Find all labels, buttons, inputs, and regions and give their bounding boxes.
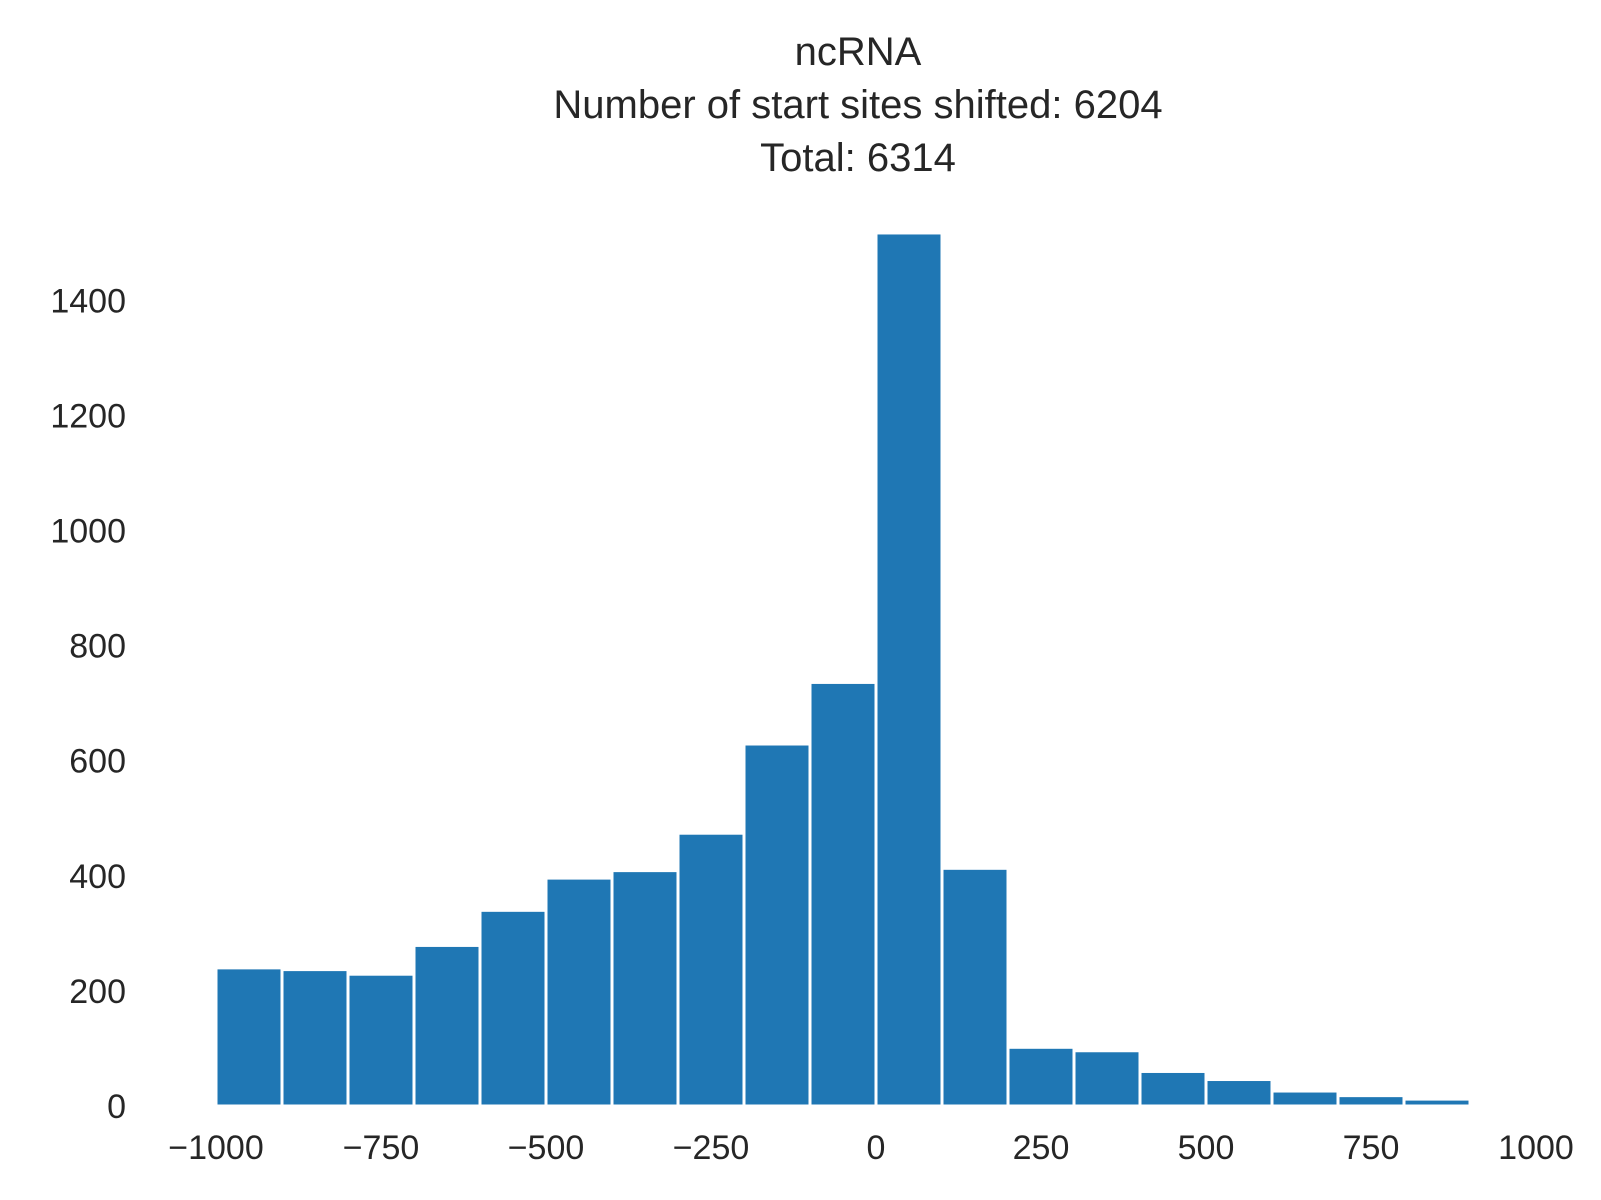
- histogram-bar-5: [544, 876, 614, 1108]
- histogram-bar-10: [874, 231, 944, 1108]
- x-tick-label-0: −1000: [168, 1129, 264, 1167]
- chart-title-line-1: ncRNA: [795, 30, 922, 74]
- y-tick-label-5: 1000: [50, 513, 126, 551]
- histogram-bar-0: [214, 966, 284, 1108]
- histogram-bar-7: [676, 831, 746, 1108]
- x-tick-label-6: 500: [1178, 1129, 1235, 1167]
- histogram-bar-17: [1336, 1094, 1406, 1108]
- x-tick-label-2: −500: [508, 1129, 585, 1167]
- x-axis-tick-labels: −1000 −750 −500 −250 0 250 500 750 1000: [168, 1129, 1574, 1167]
- y-tick-label-0: 0: [107, 1088, 126, 1126]
- y-tick-label-4: 800: [69, 628, 126, 666]
- histogram-bar-13: [1072, 1049, 1142, 1108]
- x-tick-label-5: 250: [1013, 1129, 1070, 1167]
- histogram-bars: [214, 231, 1472, 1108]
- chart-title-line-3: Total: 6314: [760, 136, 956, 180]
- histogram-bar-3: [412, 943, 482, 1108]
- histogram-bar-9: [808, 680, 878, 1108]
- x-tick-label-1: −750: [343, 1129, 420, 1167]
- chart-title: ncRNA Number of start sites shifted: 620…: [553, 30, 1162, 180]
- histogram-bar-6: [610, 869, 680, 1108]
- histogram-bar-8: [742, 742, 812, 1108]
- x-tick-label-4: 0: [867, 1129, 886, 1167]
- x-tick-label-8: 1000: [1498, 1129, 1574, 1167]
- histogram-bar-4: [478, 908, 548, 1108]
- histogram-bar-18: [1402, 1097, 1472, 1108]
- x-tick-label-3: −250: [673, 1129, 750, 1167]
- histogram-bar-16: [1270, 1089, 1340, 1108]
- histogram-bar-15: [1204, 1078, 1274, 1108]
- y-axis-tick-labels: 0 200 400 600 800 1000 1200 1400: [50, 282, 126, 1126]
- y-tick-label-3: 600: [69, 743, 126, 781]
- histogram-bar-2: [346, 972, 416, 1108]
- y-tick-label-6: 1200: [50, 397, 126, 435]
- x-tick-label-7: 750: [1343, 1129, 1400, 1167]
- histogram-bar-12: [1006, 1045, 1076, 1108]
- y-tick-label-1: 200: [69, 973, 126, 1011]
- y-tick-label-2: 400: [69, 858, 126, 896]
- chart-title-line-2: Number of start sites shifted: 6204: [553, 83, 1162, 127]
- histogram-bar-11: [940, 866, 1010, 1108]
- histogram-bar-14: [1138, 1069, 1208, 1108]
- y-tick-label-7: 1400: [50, 282, 126, 320]
- histogram-bar-1: [280, 968, 350, 1108]
